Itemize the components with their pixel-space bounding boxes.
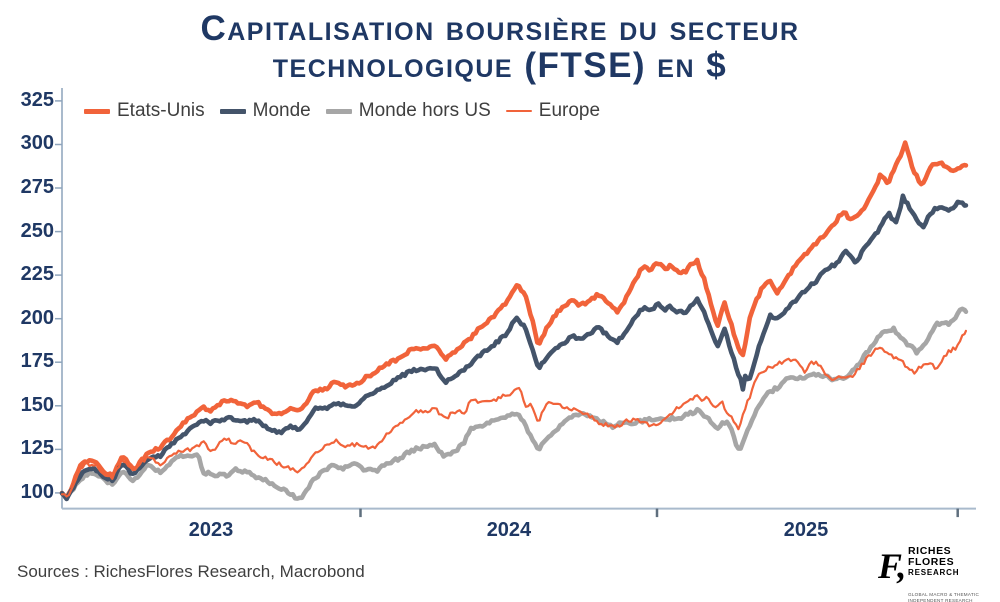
chart-title: Capitalisation boursière du secteur tech… — [0, 10, 1000, 84]
plot-area — [54, 88, 976, 518]
legend-item-monde-hors-us: Monde hors US — [325, 100, 491, 122]
logo-tagline: GLOBAL MACRO & THEMATIC INDEPENDENT RESE… — [908, 592, 979, 602]
y-tick-label: 275 — [20, 176, 54, 198]
legend-swatch-monde-hors-us — [325, 108, 352, 114]
chart-title-line2: technologique (FTSE) en $ — [272, 46, 728, 86]
series-line-monde-hors-us — [59, 306, 969, 501]
y-tick-label: 250 — [20, 219, 54, 242]
chart-title-line1: Capitalisation boursière du secteur — [200, 9, 800, 48]
y-tick-label: 100 — [20, 480, 54, 503]
legend-swatch-etats-unis — [84, 108, 110, 114]
legend-item-etats-unis: Etats-Unis — [84, 100, 205, 122]
richesflores-logo-icon: F, — [878, 546, 905, 586]
logo-line1: RICHES — [908, 545, 952, 557]
logo-line2: FLORES — [908, 556, 955, 569]
y-tick-label: 150 — [20, 393, 54, 416]
logo-wordmark: RICHES FLORES RESEARCH — [908, 545, 960, 590]
source-note: Sources : RichesFlores Research, Macrobo… — [17, 562, 365, 581]
y-tick-label: 225 — [20, 263, 54, 286]
legend-swatch-europe — [505, 109, 532, 113]
y-tick-label: 325 — [20, 88, 54, 111]
legend-label-etats-unis: Etats-Unis — [117, 100, 205, 121]
richesflores-logo: F, RICHES FLORES RESEARCH GLOBAL MACRO &… — [878, 545, 990, 602]
legend-item-europe: Europe — [505, 100, 601, 122]
x-axis-labels: 2023 2024 2025 — [0, 519, 1000, 545]
legend: Etats-Unis Monde Monde hors US Europe — [84, 100, 615, 122]
legend-label-europe: Europe — [538, 100, 601, 121]
x-tick-label: 2024 — [486, 519, 532, 541]
y-tick-label: 200 — [20, 306, 54, 329]
x-tick-label: 2025 — [783, 519, 829, 541]
y-tick-label: 175 — [20, 350, 54, 373]
plot-svg — [55, 88, 976, 518]
logo-line3: RESEARCH — [908, 568, 960, 578]
legend-swatch-monde — [219, 108, 246, 114]
y-axis-labels: 100 125 150 175 200 225 250 275 300 325 — [8, 0, 54, 602]
svg-text:F,: F, — [878, 546, 905, 586]
legend-item-monde: Monde — [219, 100, 311, 122]
legend-label-monde-hors-us: Monde hors US — [358, 100, 491, 121]
logo-tagline-line2: INDEPENDENT RESEARCH — [908, 598, 973, 602]
y-tick-label: 300 — [20, 132, 54, 155]
y-tick-label: 125 — [20, 437, 54, 460]
x-tick-label: 2023 — [188, 519, 234, 541]
series-line-europe — [60, 329, 967, 498]
legend-label-monde: Monde — [252, 100, 311, 121]
logo-tagline-line1: GLOBAL MACRO & THEMATIC — [908, 592, 980, 597]
series-line-etats-unis — [59, 140, 969, 501]
series-line-monde — [59, 193, 969, 502]
